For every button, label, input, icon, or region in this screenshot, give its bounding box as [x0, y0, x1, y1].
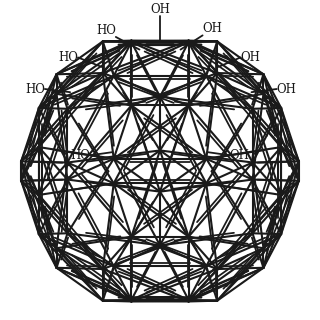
Text: HO: HO — [25, 83, 45, 95]
Text: HO: HO — [58, 51, 78, 64]
Text: HO: HO — [71, 149, 91, 162]
Text: OH: OH — [150, 4, 170, 16]
Text: OH: OH — [277, 83, 297, 95]
Text: OH: OH — [229, 149, 249, 162]
Text: OH: OH — [240, 51, 260, 64]
Text: HO: HO — [96, 24, 116, 37]
Text: OH: OH — [203, 22, 222, 36]
